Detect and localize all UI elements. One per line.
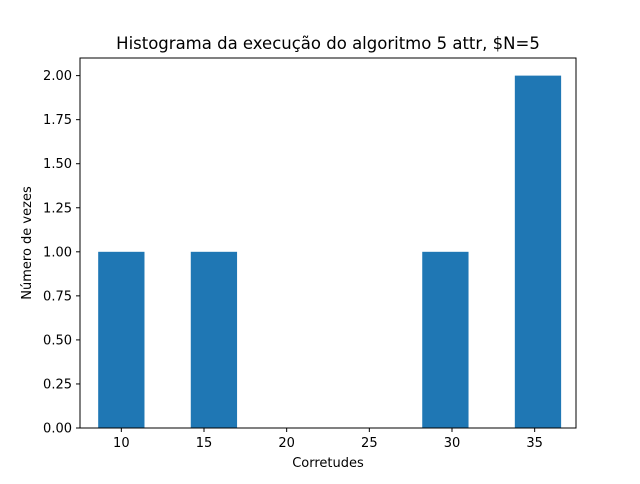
x-tick-label: 10 (113, 436, 130, 451)
x-tick-label: 30 (444, 436, 461, 451)
histogram-bar-2 (190, 251, 238, 428)
y-axis: 0.00 0.25 0.50 0.75 1.00 1.25 1.50 1.75 2.00 (43, 69, 80, 437)
plot-frame (79, 57, 577, 429)
x-tick-label: 15 (196, 436, 213, 451)
x-tick-label: 20 (278, 436, 295, 451)
y-tick-label: 1.75 (43, 113, 72, 128)
histogram-bar-1 (98, 251, 145, 428)
y-tick-label: 1.00 (43, 245, 72, 260)
bars-layer (98, 75, 562, 428)
y-tick-label: 0.25 (43, 377, 72, 392)
x-axis: 10 15 20 25 30 35 (113, 428, 543, 451)
y-tick-label: 0.00 (43, 422, 72, 437)
y-tick-label: 0.75 (43, 289, 72, 304)
histogram-bar-3 (422, 251, 469, 428)
x-tick-label: 35 (526, 436, 543, 451)
y-tick-label: 1.50 (43, 157, 72, 172)
chart-title: Histograma da execução do algoritmo 5 at… (116, 34, 540, 53)
x-tick-label: 25 (361, 436, 378, 451)
histogram-bar-4 (514, 75, 562, 428)
y-axis-label: Número de vezes (20, 186, 35, 300)
x-axis-label: Corretudes (292, 456, 364, 471)
y-tick-label: 0.50 (43, 333, 72, 348)
y-tick-label: 2.00 (43, 69, 72, 84)
y-tick-label: 1.25 (43, 201, 72, 216)
